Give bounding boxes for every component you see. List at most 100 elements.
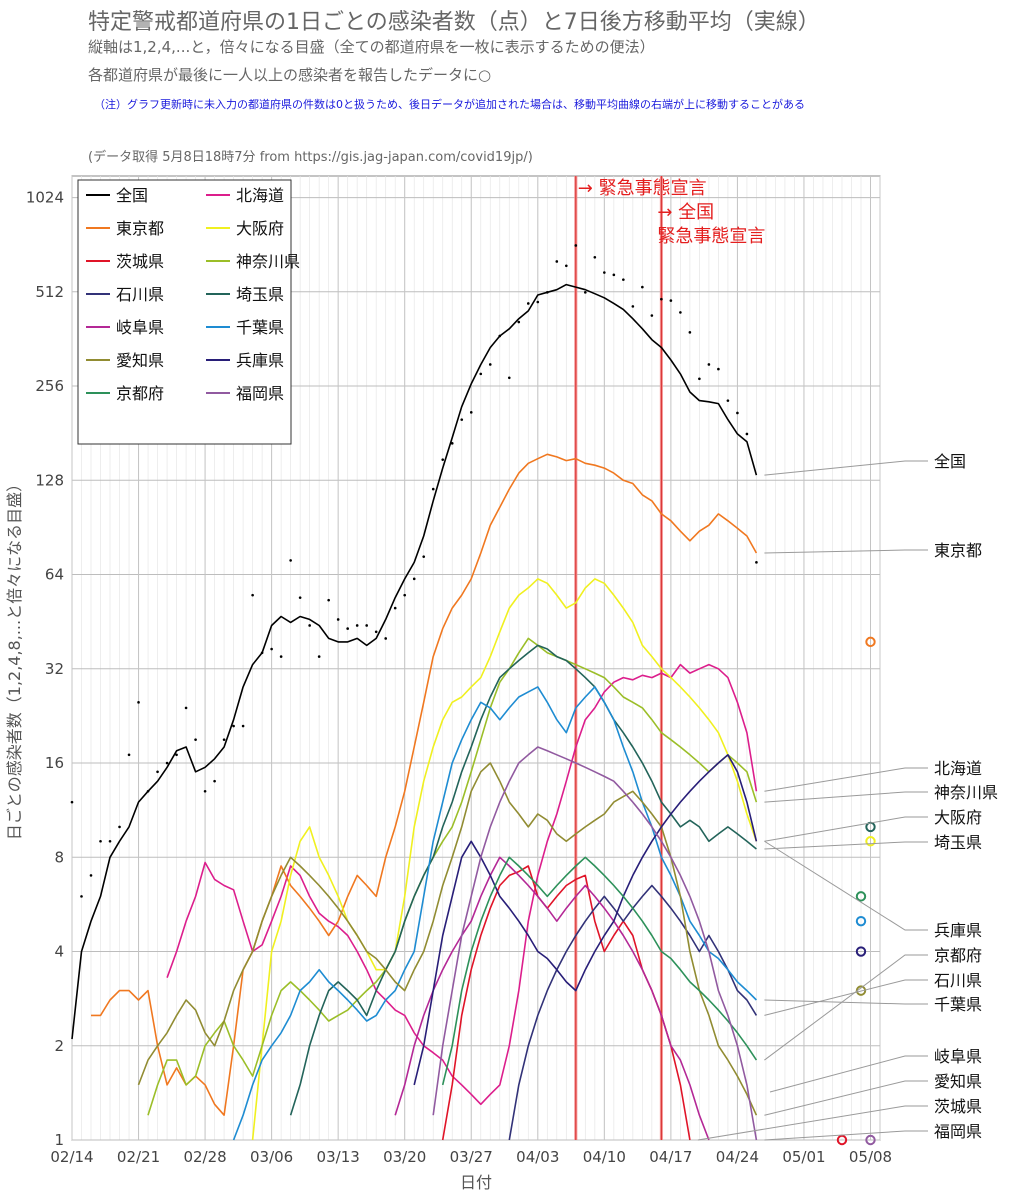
daily-point [612, 273, 616, 277]
series-end-label: 岐阜県 [934, 1047, 982, 1066]
y-tick-label: 256 [35, 377, 64, 395]
last-report-marker [865, 836, 876, 847]
y-tick-label: 64 [45, 566, 64, 584]
daily-point [622, 278, 625, 281]
y-axis-title: 日ごとの感染者数（1,2,4,8,...と倍々になる目盛） [5, 476, 24, 840]
daily-point [650, 314, 654, 317]
x-tick-label: 04/03 [516, 1148, 559, 1166]
ma-line [232, 686, 757, 1141]
daily-point [460, 418, 464, 421]
ma-line [394, 856, 710, 1141]
x-tick-label: 05/08 [849, 1148, 892, 1166]
y-tick-label: 1024 [26, 189, 64, 207]
ma-line [71, 283, 758, 1040]
daily-point [526, 302, 530, 305]
leader-line [764, 1080, 928, 1116]
daily-point [755, 561, 758, 564]
daily-point [137, 701, 140, 704]
leader-line [764, 549, 928, 554]
x-tick-label: 03/27 [450, 1148, 493, 1166]
leader-line [764, 460, 928, 476]
legend-label: 北海道 [236, 186, 284, 205]
daily-point [469, 411, 473, 414]
daily-point [298, 596, 302, 599]
x-tick-label: 02/21 [117, 1148, 160, 1166]
last-report-marker [855, 915, 867, 927]
daily-point [403, 593, 407, 597]
emergency-label: → 緊急事態宣言 [578, 178, 707, 199]
x-tick-label: 02/28 [183, 1148, 226, 1166]
daily-point [593, 255, 597, 259]
legend-label: 石川県 [116, 285, 164, 304]
ma-line [432, 746, 758, 1141]
daily-point [707, 363, 711, 366]
legend-box [77, 179, 292, 445]
ma-line [166, 663, 758, 1106]
ma-line [413, 753, 758, 1086]
daily-point [641, 285, 644, 289]
daily-point [736, 411, 739, 415]
daily-point [346, 627, 349, 630]
daily-point [669, 299, 673, 302]
daily-point [393, 606, 397, 610]
daily-point [327, 598, 330, 602]
daily-point [431, 487, 435, 491]
legend-label: 東京都 [116, 219, 164, 238]
ma-line [91, 453, 758, 1116]
x-tick-label: 03/13 [317, 1148, 360, 1166]
legend-label: 福岡県 [236, 384, 284, 403]
daily-point [279, 655, 283, 658]
daily-point [679, 311, 682, 314]
series-end-label: 千葉県 [934, 995, 982, 1014]
daily-point [717, 367, 720, 371]
leader-line [764, 979, 928, 1016]
legend-label: 神奈川県 [236, 252, 300, 271]
daily-point [536, 300, 540, 304]
right-labels: 全国東京都北海道神奈川県大阪府埼玉県兵庫県京都府石川県千葉県岐阜県愛知県茨城県福… [697, 452, 998, 1141]
legend-label: 大阪府 [236, 219, 284, 238]
daily-point [450, 442, 454, 445]
moving-average-lines [71, 283, 758, 1141]
daily-point [726, 399, 730, 402]
y-tick-label: 4 [54, 943, 64, 961]
series-end-label: 神奈川県 [934, 783, 998, 802]
daily-point [99, 839, 102, 843]
daily-point [175, 753, 178, 757]
daily-point [441, 458, 445, 461]
daily-point [688, 331, 692, 334]
daily-point [222, 738, 226, 741]
legend-label: 茨城県 [116, 252, 164, 271]
leader-line [764, 954, 928, 1061]
daily-point [156, 770, 159, 774]
daily-point [194, 738, 197, 741]
leader-line [764, 1130, 928, 1141]
last-report-marker [855, 891, 867, 902]
daily-points [70, 244, 758, 898]
leader-line [764, 816, 928, 842]
series-end-label: 福岡県 [934, 1122, 982, 1141]
leader-line [764, 840, 928, 931]
x-tick-label: 03/06 [250, 1148, 293, 1166]
daily-point [584, 291, 587, 294]
daily-point [232, 724, 235, 728]
series-end-label: 全国 [934, 452, 966, 471]
chart-subtitle-marker: 各都道府県が最後に一人以上の感染者を報告したデータに○ [88, 66, 492, 84]
daily-point [507, 376, 511, 380]
leader-line [764, 767, 928, 792]
daily-point [241, 724, 245, 728]
daily-point [289, 559, 292, 562]
daily-point [308, 624, 311, 627]
daily-point [317, 655, 321, 658]
daily-point [127, 753, 131, 757]
series-end-label: 埼玉県 [934, 833, 982, 852]
daily-point [213, 779, 216, 783]
legend-label: 兵庫県 [236, 351, 284, 370]
last-report-marker [836, 1134, 848, 1146]
daily-point [184, 706, 188, 710]
daily-point [165, 761, 169, 765]
leader-line [764, 999, 928, 1005]
chart-title: 特定警戒都道府県の1日ごとの感染者数（点）と7日後方移動平均（実線） [88, 10, 820, 35]
emergency-label: → 全国 [657, 202, 714, 223]
